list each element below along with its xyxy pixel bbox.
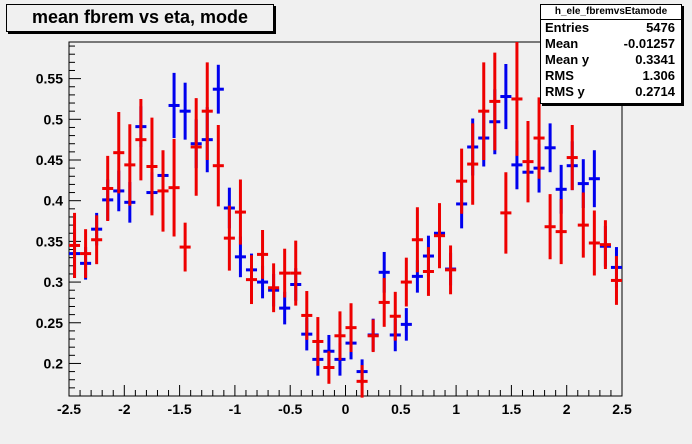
stats-value: 0.3341 bbox=[635, 52, 675, 67]
stats-row-entries: Entries 5476 bbox=[541, 20, 681, 36]
x-tick-label: 2.5 bbox=[612, 401, 632, 417]
y-tick-label: 0.5 bbox=[44, 111, 64, 127]
stats-histogram-name: h_ele_fbremvsEtamode bbox=[541, 5, 681, 20]
stats-value: -0.01257 bbox=[623, 36, 675, 51]
stats-row-mean-y: Mean y 0.3341 bbox=[541, 52, 681, 68]
y-tick-label: 0.45 bbox=[36, 152, 63, 168]
chart-title: mean fbrem vs eta, mode bbox=[31, 7, 249, 27]
stats-row-rms-y: RMS y 0.2714 bbox=[541, 84, 681, 100]
x-tick-label: 1.5 bbox=[502, 401, 522, 417]
y-tick-label: 0.55 bbox=[36, 71, 63, 87]
y-tick-label: 0.4 bbox=[44, 193, 64, 209]
x-tick-label: -2 bbox=[118, 401, 131, 417]
x-tick-label: 1 bbox=[452, 401, 460, 417]
y-tick-label: 0.25 bbox=[36, 315, 63, 331]
stats-label: RMS bbox=[545, 68, 574, 83]
x-tick-label: -2.5 bbox=[57, 401, 81, 417]
stats-label: RMS y bbox=[545, 84, 585, 99]
x-tick-label: 0 bbox=[342, 401, 350, 417]
stats-value: 5476 bbox=[646, 20, 675, 35]
stats-label: Mean y bbox=[545, 52, 590, 67]
stats-row-mean: Mean -0.01257 bbox=[541, 36, 681, 52]
y-tick-label: 0.3 bbox=[44, 274, 64, 290]
stats-label: Entries bbox=[545, 20, 590, 35]
stats-value: 1.306 bbox=[642, 68, 675, 83]
x-tick-label: -0.5 bbox=[278, 401, 302, 417]
x-tick-label: -1 bbox=[229, 401, 242, 417]
stats-label: Mean bbox=[545, 36, 579, 51]
stats-row-rms: RMS 1.306 bbox=[541, 68, 681, 84]
stats-value: 0.2714 bbox=[635, 84, 675, 99]
stats-box: h_ele_fbremvsEtamode Entries 5476 Mean -… bbox=[540, 4, 682, 104]
y-tick-label: 0.2 bbox=[44, 355, 64, 371]
x-tick-label: 0.5 bbox=[391, 401, 411, 417]
y-tick-label: 0.35 bbox=[36, 233, 63, 249]
chart-title-box: mean fbrem vs eta, mode bbox=[6, 4, 274, 32]
x-tick-label: 2 bbox=[563, 401, 571, 417]
x-tick-label: -1.5 bbox=[168, 401, 192, 417]
